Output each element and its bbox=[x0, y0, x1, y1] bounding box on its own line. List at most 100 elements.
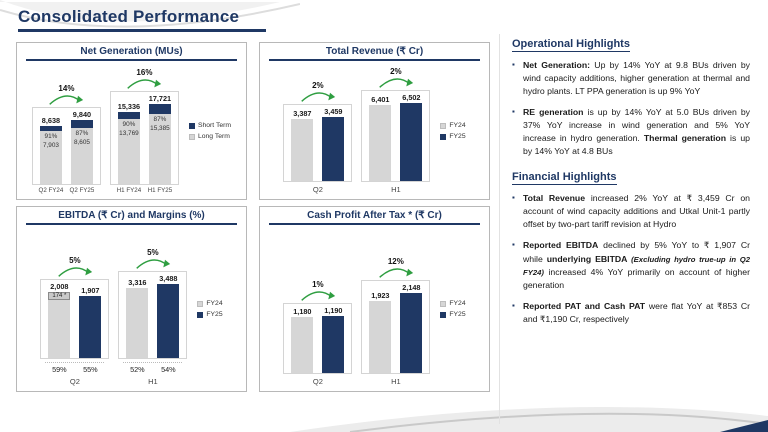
category-labels: H1 FY24 H1 FY25 bbox=[115, 187, 174, 194]
category-label: Q2 bbox=[312, 185, 323, 194]
bar-group-box: 6,401 6,502 bbox=[361, 90, 431, 182]
growth-annotation: 5% bbox=[127, 248, 179, 270]
bar-column: 15,336 90% 13,769 bbox=[115, 102, 143, 184]
bullet-text-bold: Total Revenue bbox=[523, 193, 586, 204]
bar-column: 17,721 87% 15,385 bbox=[146, 94, 174, 184]
legend-swatch-navy bbox=[197, 311, 204, 318]
short-term-segment bbox=[70, 120, 93, 128]
growth-annotation: 12% bbox=[370, 257, 422, 279]
bar-column: 2,008 174 * bbox=[45, 282, 73, 358]
bullet-text: declined by 5% YoY to ₹ 1,907 Cr while bbox=[523, 240, 750, 264]
bar-group-q2: 5% 2,008 174 * bbox=[40, 256, 110, 386]
bar-value-label: 1,907 bbox=[81, 286, 100, 295]
bar-value-label: 3,316 bbox=[128, 278, 147, 287]
chart-area: 14% 8,638 91% 7,903 bbox=[22, 68, 241, 194]
bar-group-box: 2,008 174 * 1,907 bbox=[40, 279, 110, 359]
bar-column: 3,488 bbox=[154, 274, 182, 358]
stacked-bar: 87% 15,385 bbox=[148, 104, 171, 184]
growth-annotation: 2% bbox=[370, 67, 422, 89]
growth-annotation: 5% bbox=[49, 256, 101, 278]
chart-panel-cash-pat: Cash Profit After Tax * (₹ Cr) 1% 1,180 … bbox=[259, 206, 490, 392]
bar-group-box: 1,180 1,190 bbox=[283, 303, 353, 374]
long-term-segment: 91% 7,903 bbox=[39, 131, 62, 184]
chart-area: 2% 3,387 3,459 Q2 bbox=[265, 67, 484, 194]
legend-item-short-term: Short Term bbox=[188, 122, 232, 129]
chart-title: EBITDA (₹ Cr) and Margins (%) bbox=[26, 210, 237, 225]
bar-value-label: 6,401 bbox=[371, 95, 390, 104]
growth-annotation: 16% bbox=[118, 68, 170, 90]
bar-fy24 bbox=[291, 119, 314, 181]
stacked-bar: 174 * bbox=[48, 292, 71, 358]
bullet-text: Up by 14% YoY at 9.8 BUs driven by wind … bbox=[523, 60, 750, 97]
legend-item-fy24: FY24 bbox=[440, 122, 466, 129]
bullet-text-bold: Thermal generation bbox=[643, 133, 727, 144]
category-label: H1 bbox=[391, 377, 401, 386]
bar-group-q2: 1% 1,180 1,190 Q2 bbox=[283, 280, 353, 386]
hydro-trueup-label: 174 * bbox=[52, 293, 67, 299]
bullet-text: increased 4% YoY primarily on account of… bbox=[523, 266, 750, 290]
bar-value-label: 3,488 bbox=[159, 274, 178, 283]
chart-legend: FY24 FY25 bbox=[197, 300, 223, 318]
bar-group-box: 3,316 3,488 bbox=[118, 271, 188, 359]
growth-arrow-icon bbox=[379, 268, 414, 278]
bar-column: 1,907 bbox=[76, 286, 104, 358]
bar-column: 6,502 bbox=[397, 93, 425, 181]
legend-label: Short Term bbox=[197, 122, 232, 129]
long-term-value: 7,903 bbox=[42, 141, 59, 149]
growth-arrow-icon bbox=[58, 267, 93, 277]
long-term-segment: 90% 13,769 bbox=[117, 119, 140, 184]
growth-value: 16% bbox=[136, 68, 153, 77]
bar-fy25 bbox=[322, 117, 345, 181]
short-term-segment bbox=[148, 104, 171, 114]
bar-value-label: 2,008 bbox=[50, 282, 69, 291]
bar-group-h1: 16% 15,336 90% 13,769 bbox=[109, 68, 179, 194]
bar-group-box: 8,638 91% 7,903 9,840 bbox=[31, 107, 101, 185]
legend-item-fy25: FY25 bbox=[197, 311, 223, 318]
chart-title: Total Revenue (₹ Cr) bbox=[269, 46, 480, 61]
long-term-pct: 90% bbox=[122, 121, 136, 128]
growth-value: 5% bbox=[69, 256, 81, 265]
growth-annotation: 1% bbox=[292, 280, 344, 302]
bar-column: 9,840 87% 8,605 bbox=[68, 110, 96, 184]
legend-swatch-gray bbox=[197, 300, 204, 307]
margin-fy25: 55% bbox=[83, 365, 98, 374]
legend-label: FY25 bbox=[449, 133, 466, 140]
highlights-panel: Operational Highlights Net Generation: U… bbox=[499, 34, 756, 424]
category-labels: Q2 FY24 Q2 FY25 bbox=[37, 187, 96, 194]
title-underline bbox=[18, 29, 266, 32]
bar-column: 6,401 bbox=[366, 95, 394, 181]
bar-column: 3,316 bbox=[123, 278, 151, 358]
growth-value: 2% bbox=[390, 67, 402, 76]
growth-arrow-icon bbox=[49, 95, 84, 105]
growth-arrow-icon bbox=[301, 92, 336, 102]
legend-label: FY25 bbox=[449, 311, 466, 318]
category-label: H1 bbox=[391, 185, 401, 194]
bar-group-box: 15,336 90% 13,769 17,721 bbox=[109, 91, 179, 185]
growth-arrow-icon bbox=[379, 78, 414, 88]
legend-swatch-gray bbox=[188, 133, 195, 140]
margin-fy24: 52% bbox=[130, 365, 145, 374]
bar-column: 1,923 bbox=[366, 291, 394, 373]
bullet-text: were flat YoY at ₹853 Cr and ₹1,190 Cr, … bbox=[523, 300, 750, 324]
bar-fy25 bbox=[400, 103, 423, 181]
legend-item-fy24: FY24 bbox=[197, 300, 223, 307]
chart-title: Cash Profit After Tax * (₹ Cr) bbox=[269, 210, 480, 225]
bar-column: 3,387 bbox=[288, 109, 316, 181]
category-label: Q2 FY25 bbox=[69, 187, 95, 194]
bar-column: 1,180 bbox=[288, 307, 316, 373]
section-title-operational: Operational Highlights bbox=[512, 38, 630, 52]
bullet-text-bold: Reported EBITDA bbox=[523, 240, 599, 251]
bar-fy24 bbox=[291, 317, 314, 373]
legend-label: FY25 bbox=[206, 311, 223, 318]
growth-value: 2% bbox=[312, 81, 324, 90]
bar-group-box: 3,387 3,459 bbox=[283, 104, 353, 182]
bar-value-label: 3,387 bbox=[293, 109, 312, 118]
legend-label: Long Term bbox=[197, 133, 230, 140]
legend-item-fy24: FY24 bbox=[440, 300, 466, 307]
legend-swatch-gray bbox=[440, 122, 447, 129]
growth-arrow-icon bbox=[301, 291, 336, 301]
chart-panel-total-revenue: Total Revenue (₹ Cr) 2% 3,387 3,459 bbox=[259, 42, 490, 200]
bullet-text-italic: (Excluding hydro true-up in Q2 FY24) bbox=[523, 254, 751, 277]
legend-swatch-gray bbox=[440, 300, 447, 307]
bar-fy25 bbox=[322, 316, 345, 373]
